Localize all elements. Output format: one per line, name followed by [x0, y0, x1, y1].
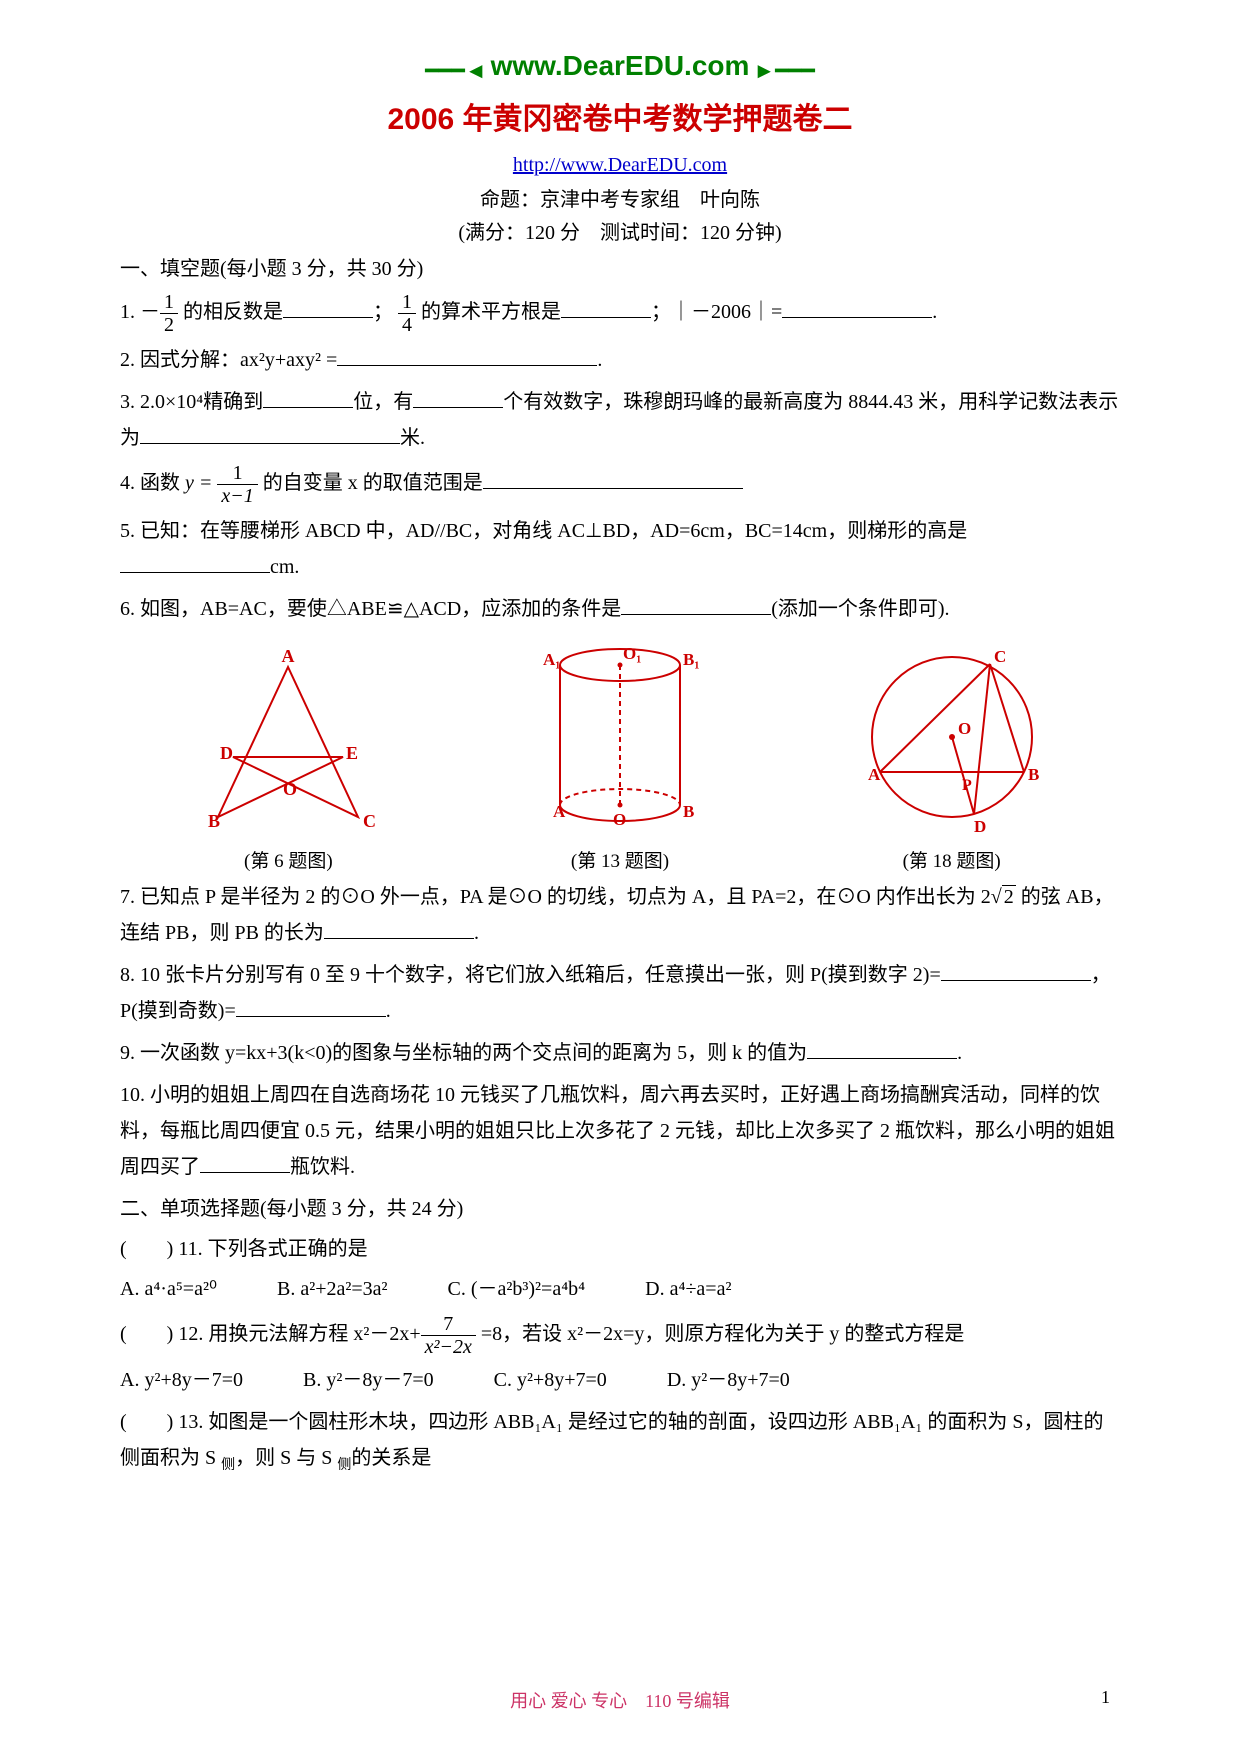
flourish-left: ━━━◄ [425, 58, 487, 84]
page-number: 1 [1101, 1687, 1110, 1708]
svg-text:C: C [363, 811, 376, 831]
author-line: 命题：京津中考专家组 叶向陈 [120, 183, 1120, 212]
fig13-svg: A B A₁ B₁ O₁ O [525, 637, 715, 837]
section-2-header: 二、单项选择题(每小题 3 分，共 24 分) [120, 1193, 1120, 1225]
question-6: 6. 如图，AB=AC，要使△ABE≌△ACD，应添加的条件是(添加一个条件即可… [120, 591, 1120, 627]
logo-text: www.DearEDU.com [491, 50, 750, 81]
q11-d: D. a⁴÷a=a² [645, 1271, 731, 1307]
blank [200, 1153, 290, 1173]
question-8: 8. 10 张卡片分别写有 0 至 9 十个数字，将它们放入纸箱后，任意摸出一张… [120, 957, 1120, 1029]
fig18-svg: A B C D O P [852, 642, 1052, 837]
blank [621, 595, 771, 615]
blank [483, 469, 743, 489]
q11-c: C. (－a²b³)²=a⁴b⁴ [448, 1271, 586, 1307]
fig6-svg: A B C D E O [188, 647, 388, 837]
svg-text:D: D [974, 817, 986, 836]
figure-6: A B C D E O (第 6 题图) [188, 647, 388, 873]
section-1-header: 一、填空题(每小题 3 分，共 30 分) [120, 253, 1120, 285]
svg-text:O₁: O₁ [623, 644, 641, 663]
question-7: 7. 已知点 P 是半径为 2 的⊙O 外一点，PA 是⊙O 的切线，切点为 A… [120, 879, 1120, 951]
q1-pre: 1. [120, 301, 140, 323]
question-2: 2. 因式分解：ax²y+axy² =. [120, 342, 1120, 378]
blank [283, 298, 373, 318]
svg-text:E: E [346, 743, 358, 763]
blank [941, 961, 1091, 981]
question-1: 1. －12 的相反数是； 14 的算术平方根是；｜－2006｜=. [120, 291, 1120, 336]
logo-bar: ━━━◄ www.DearEDU.com ►━━━ [120, 50, 1120, 84]
question-9: 9. 一次函数 y=kx+3(k<0)的图象与坐标轴的两个交点间的距离为 5，则… [120, 1035, 1120, 1071]
svg-text:A: A [553, 802, 566, 821]
svg-text:A₁: A₁ [543, 650, 560, 669]
page: ━━━◄ www.DearEDU.com ►━━━ 2006 年黄冈密卷中考数学… [0, 0, 1240, 1519]
figure-18: A B C D O P (第 18 题图) [852, 642, 1052, 873]
fig6-caption: (第 6 题图) [188, 846, 388, 873]
svg-text:D: D [220, 743, 233, 763]
question-13: ( ) 13. 如图是一个圆柱形木块，四边形 ABB₁A₁ 是经过它的轴的剖面，… [120, 1404, 1120, 1478]
blank [782, 298, 932, 318]
q11-b: B. a²+2a²=3a² [277, 1271, 388, 1307]
q12-d: D. y²－8y+7=0 [667, 1362, 790, 1398]
svg-text:O: O [613, 810, 626, 829]
blank [413, 388, 503, 408]
svg-text:A: A [868, 765, 881, 784]
question-11: ( ) 11. 下列各式正确的是 A. a⁴·a⁵=a²⁰ B. a²+2a²=… [120, 1231, 1120, 1307]
blank [337, 346, 597, 366]
svg-text:B: B [683, 802, 694, 821]
blank [236, 997, 386, 1017]
figures-row: A B C D E O (第 6 题图) A [120, 637, 1120, 873]
scoring-line: (满分：120 分 测试时间：120 分钟) [120, 216, 1120, 245]
blank [120, 553, 270, 573]
footer: 用心 爱心 专心 110 号编辑 1 [0, 1687, 1240, 1713]
q12-c: C. y²+8y+7=0 [494, 1362, 607, 1398]
svg-text:O: O [283, 779, 297, 799]
flourish-right: ►━━━ [753, 58, 815, 84]
fig13-caption: (第 13 题图) [525, 846, 715, 873]
exam-title: 2006 年黄冈密卷中考数学押题卷二 [120, 94, 1120, 138]
blank [324, 919, 474, 939]
footer-text: 用心 爱心 专心 110 号编辑 [510, 1691, 730, 1711]
q12-a: A. y²+8y－7=0 [120, 1362, 243, 1398]
svg-text:B₁: B₁ [683, 650, 699, 669]
blank [263, 388, 353, 408]
blank [140, 424, 400, 444]
q11-a: A. a⁴·a⁵=a²⁰ [120, 1271, 217, 1307]
svg-text:B: B [208, 811, 220, 831]
blank [807, 1039, 957, 1059]
q12-b: B. y²－8y－7=0 [303, 1362, 434, 1398]
svg-text:C: C [994, 647, 1006, 666]
question-10: 10. 小明的姐姐上周四在自选商场花 10 元钱买了几瓶饮料，周六再去买时，正好… [120, 1077, 1120, 1185]
question-5: 5. 已知：在等腰梯形 ABCD 中，AD//BC，对角线 AC⊥BD，AD=6… [120, 513, 1120, 585]
question-12: ( ) 12. 用换元法解方程 x²－2x+7x²−2x =8，若设 x²－2x… [120, 1313, 1120, 1398]
url-link[interactable]: http://www.DearEDU.com [120, 154, 1120, 177]
question-4: 4. 函数 y = 1x−1 的自变量 x 的取值范围是 [120, 462, 1120, 507]
svg-text:A: A [282, 647, 295, 666]
question-3: 3. 2.0×10⁴精确到位，有个有效数字，珠穆朗玛峰的最新高度为 8844.4… [120, 384, 1120, 456]
fig18-caption: (第 18 题图) [852, 846, 1052, 873]
svg-text:O: O [958, 719, 971, 738]
blank [561, 298, 651, 318]
svg-text:P: P [962, 777, 972, 794]
figure-13: A B A₁ B₁ O₁ O (第 13 题图) [525, 637, 715, 873]
svg-text:B: B [1028, 765, 1039, 784]
